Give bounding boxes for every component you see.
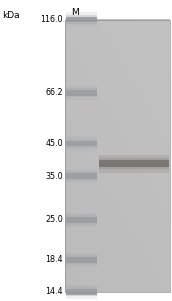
Bar	[66, 257, 97, 262]
Text: 66.2: 66.2	[45, 88, 63, 98]
Bar	[66, 148, 97, 150]
Bar	[66, 169, 97, 171]
Bar	[66, 173, 97, 179]
Bar	[66, 215, 97, 218]
Text: 116.0: 116.0	[40, 15, 63, 24]
Text: 35.0: 35.0	[45, 172, 63, 181]
Bar	[66, 12, 97, 15]
Bar	[66, 139, 97, 141]
Bar	[66, 222, 97, 225]
Bar	[99, 166, 169, 169]
Bar	[66, 17, 97, 23]
Bar	[66, 171, 97, 174]
Text: kDa: kDa	[2, 11, 19, 20]
Bar	[66, 145, 97, 148]
Bar	[99, 155, 169, 158]
Bar	[66, 294, 97, 296]
Bar	[66, 98, 97, 100]
Bar	[66, 15, 97, 18]
Bar	[99, 160, 169, 167]
Text: 14.4: 14.4	[45, 287, 63, 296]
Bar	[66, 90, 97, 96]
Text: M: M	[71, 8, 79, 17]
Bar	[99, 158, 169, 161]
Bar	[66, 255, 97, 258]
Bar	[66, 225, 97, 227]
Text: 18.4: 18.4	[45, 255, 63, 264]
Bar	[66, 296, 97, 299]
Bar	[99, 169, 169, 172]
Bar	[66, 95, 97, 98]
Bar	[65, 20, 170, 292]
Bar	[66, 265, 97, 267]
Bar	[66, 289, 97, 295]
Bar	[66, 181, 97, 183]
Text: 45.0: 45.0	[45, 139, 63, 148]
Bar	[66, 24, 97, 27]
Bar	[66, 22, 97, 24]
Bar	[66, 88, 97, 91]
Bar	[66, 217, 97, 223]
Bar	[66, 287, 97, 290]
Bar	[66, 253, 97, 255]
Bar	[66, 262, 97, 265]
Bar	[66, 284, 97, 287]
Bar	[66, 85, 97, 88]
Text: 25.0: 25.0	[45, 216, 63, 225]
Bar	[66, 178, 97, 181]
Bar	[66, 141, 97, 146]
Bar	[66, 136, 97, 139]
Bar	[66, 213, 97, 215]
